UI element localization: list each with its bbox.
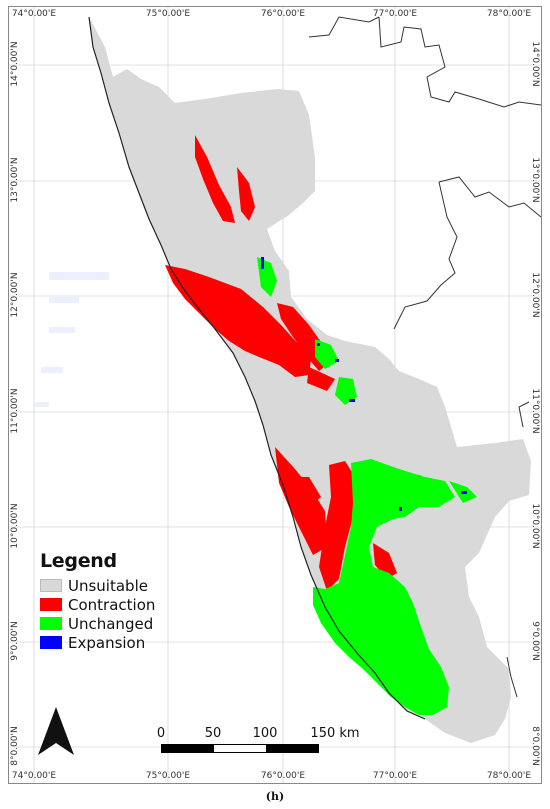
top-tick-label: 75°0.00'E — [145, 9, 191, 19]
left-tick-label: 9°0.00'N — [10, 621, 20, 661]
right-tick-label: 12°0.00'N — [530, 272, 540, 318]
map-canvas — [9, 7, 541, 783]
coastline — [88, 16, 426, 720]
left-tick-label: 14°0.00'N — [10, 41, 20, 87]
legend-item-expansion: Expansion — [40, 633, 155, 652]
right-tick-label: 9°0.00'N — [530, 621, 540, 661]
bottom-tick-label: 75°0.00'E — [145, 771, 191, 781]
top-tick-label: 74°0.00'E — [11, 9, 57, 19]
legend-label: Unsuitable — [68, 576, 148, 595]
legend-swatch — [40, 617, 62, 630]
north-arrow-icon — [38, 707, 74, 755]
right-tick-label: 13°0.00'N — [530, 157, 540, 203]
map-legend: Legend Unsuitable Contraction Unchanged … — [40, 550, 155, 652]
scale-label: 100 — [252, 726, 278, 741]
map-frame: 74°0.00'E 75°0.00'E 76°0.00'E 77°0.00'E … — [8, 6, 542, 784]
figure-caption: (h) — [265, 790, 285, 803]
legend-item-unsuitable: Unsuitable — [40, 576, 155, 595]
scale-segment — [162, 745, 214, 752]
legend-title: Legend — [40, 550, 117, 572]
right-tick-label: 14°0.00'N — [530, 41, 540, 87]
expansion-patches — [261, 257, 467, 511]
scale-bar-segments — [161, 744, 319, 753]
bottom-tick-label: 74°0.00'E — [11, 771, 57, 781]
top-tick-label: 76°0.00'E — [260, 9, 306, 19]
left-tick-label: 12°0.00'N — [10, 272, 20, 318]
legend-label: Expansion — [68, 633, 146, 652]
scale-label: 50 — [204, 726, 222, 741]
legend-item-unchanged: Unchanged — [40, 614, 155, 633]
top-tick-label: 77°0.00'E — [372, 9, 418, 19]
legend-label: Unchanged — [68, 614, 154, 633]
left-tick-label: 13°0.00'N — [10, 157, 20, 203]
bottom-tick-label: 78°0.00'E — [486, 771, 532, 781]
bottom-tick-label: 77°0.00'E — [372, 771, 418, 781]
scale-segment — [214, 745, 266, 752]
legend-swatch — [40, 598, 62, 611]
offshore-islands — [35, 272, 109, 407]
state-boundaries — [308, 16, 541, 698]
right-tick-label: 11°0.00'N — [530, 388, 540, 434]
bottom-tick-label: 76°0.00'E — [260, 771, 306, 781]
right-tick-label: 10°0.00'N — [530, 503, 540, 549]
legend-swatch — [40, 636, 62, 649]
scale-label: 0 — [156, 726, 166, 741]
legend-item-contraction: Contraction — [40, 595, 155, 614]
left-tick-label: 10°0.00'N — [10, 503, 20, 549]
left-tick-label: 8°0.00'N — [10, 726, 20, 766]
top-tick-label: 78°0.00'E — [486, 9, 532, 19]
left-tick-label: 11°0.00'N — [10, 388, 20, 434]
right-tick-label: 8°0.00'N — [530, 726, 540, 766]
legend-label: Contraction — [68, 595, 156, 614]
scale-segment — [266, 745, 318, 752]
scale-label: 150 km — [310, 726, 360, 741]
legend-swatch — [40, 579, 62, 592]
